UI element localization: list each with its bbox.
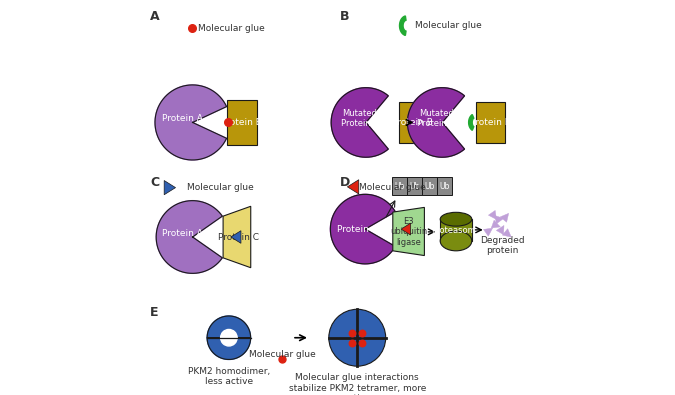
Polygon shape [500,213,509,222]
Polygon shape [408,88,464,157]
Text: Mutated
Protein A: Mutated Protein A [341,109,379,128]
Text: Ub: Ub [409,182,420,190]
Polygon shape [348,180,358,194]
Text: Protein B: Protein B [392,118,433,127]
Polygon shape [231,231,241,243]
Polygon shape [489,211,497,220]
FancyBboxPatch shape [406,177,422,195]
Polygon shape [401,223,410,235]
Point [357,329,368,336]
Point [347,329,358,336]
Polygon shape [502,229,511,237]
Text: Molecular glue interactions
stabilize PKM2 tetramer, more
active: Molecular glue interactions stabilize PK… [289,373,426,395]
Point [187,24,198,31]
Text: Ub: Ub [439,182,450,190]
Ellipse shape [440,231,472,251]
FancyBboxPatch shape [392,177,407,195]
FancyBboxPatch shape [437,177,452,195]
Polygon shape [156,201,222,273]
Polygon shape [207,316,250,338]
Text: Protein B: Protein B [221,118,262,127]
Wedge shape [221,338,237,346]
Text: D: D [340,176,350,189]
Bar [399,102,425,143]
Text: Ub: Ub [424,182,435,190]
Ellipse shape [440,213,472,226]
Polygon shape [164,181,176,195]
Bar [476,102,506,143]
Text: Ub: Ub [394,182,404,190]
Bar [227,100,256,145]
Text: Mutated
Protein A: Mutated Protein A [417,109,456,128]
Text: Protein A: Protein A [162,114,203,123]
Polygon shape [468,115,474,130]
Text: Molecular glue: Molecular glue [198,24,265,33]
Text: Molecular glue: Molecular glue [249,350,316,359]
Text: B: B [340,10,349,23]
Polygon shape [223,206,250,268]
Text: Molecular glue: Molecular glue [188,183,254,192]
Wedge shape [221,329,237,338]
Point [223,119,234,126]
Polygon shape [483,228,493,236]
Text: Proteasome: Proteasome [431,226,481,235]
Text: E3
ubiquitin
ligase: E3 ubiquitin ligase [390,217,427,247]
Polygon shape [491,220,500,228]
Text: PKM2 homodimer,
less active: PKM2 homodimer, less active [188,367,270,386]
Polygon shape [207,338,250,359]
FancyBboxPatch shape [422,177,437,195]
Text: E: E [150,306,159,319]
Bar [440,219,472,241]
Text: Molecular glue: Molecular glue [414,21,481,30]
Polygon shape [400,16,406,36]
Text: Protein B: Protein B [470,118,511,127]
Polygon shape [331,88,388,157]
Text: Protein C: Protein C [217,233,259,241]
Text: C: C [150,176,159,189]
Polygon shape [496,226,504,235]
Text: A: A [150,10,159,23]
Point [277,356,288,363]
Polygon shape [155,85,227,160]
Point [357,340,368,346]
Polygon shape [495,216,504,224]
Circle shape [329,309,385,366]
Text: Protein A: Protein A [337,225,378,233]
Polygon shape [330,194,396,264]
Text: Protein A: Protein A [162,229,203,237]
Text: Degraded
protein: Degraded protein [481,236,525,256]
Text: Molecular glue: Molecular glue [359,183,426,192]
Point [347,340,358,346]
Polygon shape [393,207,425,256]
